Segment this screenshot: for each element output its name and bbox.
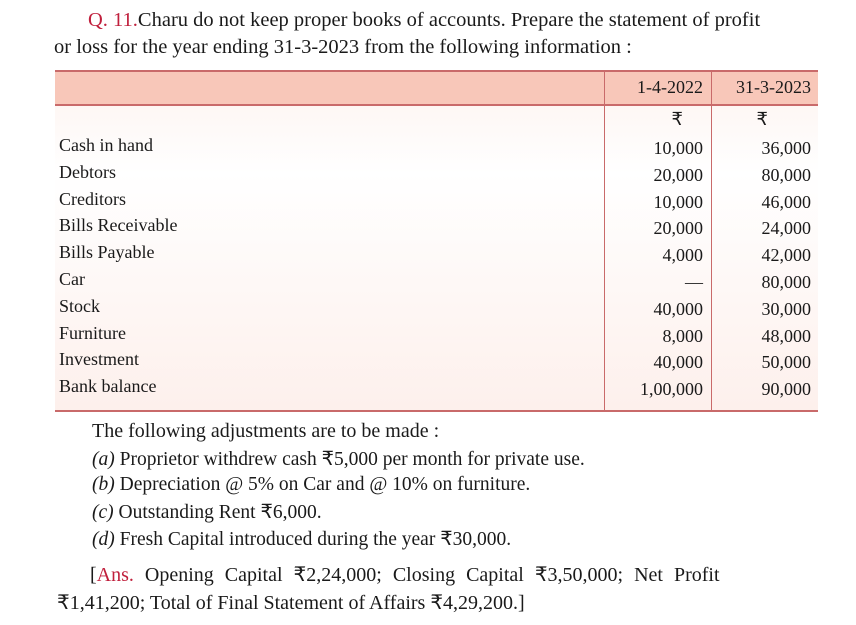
- opening-value: 10,000: [653, 191, 704, 212]
- adjustments-intro: The following adjustments are to be made…: [92, 420, 440, 442]
- answer-text-1: Opening Capital ₹2,24,000; Closing Capit…: [144, 564, 720, 586]
- column-divider: [711, 72, 712, 410]
- adjustment-text: Outstanding Rent ₹6,000.: [113, 502, 322, 523]
- adjustment-marker: (b): [92, 473, 115, 495]
- closing-value: 80,000: [761, 164, 812, 185]
- adjustment-item: (d) Fresh Capital introduced during the …: [92, 527, 511, 551]
- adjustment-item: (a) Proprietor withdrew cash ₹5,000 per …: [92, 447, 585, 471]
- row-label: Investment: [59, 349, 139, 370]
- row-label: Debtors: [59, 161, 116, 182]
- row-label: Stock: [59, 295, 101, 316]
- row-label: Bills Receivable: [59, 215, 178, 236]
- adjustment-item: (c) Outstanding Rent ₹6,000.: [92, 500, 322, 524]
- column-header-opening: 1-4-2022: [637, 77, 703, 97]
- opening-value: 40,000: [653, 352, 704, 373]
- row-label: Creditors: [59, 188, 126, 209]
- answer-line-2: ₹1,41,200; Total of Final Statement of A…: [57, 592, 525, 614]
- row-label: Bills Payable: [59, 242, 155, 263]
- row-label: Car: [59, 269, 85, 289]
- question-line-2: or loss for the year ending 31-3-2023 fr…: [54, 36, 632, 58]
- closing-value: 90,000: [761, 379, 812, 400]
- rupee-symbol: ₹: [756, 109, 768, 129]
- adjustment-text: Fresh Capital introduced during the year…: [114, 528, 512, 550]
- opening-value: 8,000: [662, 325, 704, 346]
- adjustment-marker: (c): [92, 502, 114, 523]
- closing-value: 42,000: [761, 245, 812, 266]
- closing-value: 24,000: [761, 218, 812, 239]
- row-label: Furniture: [59, 322, 126, 343]
- question-text-1: Charu do not keep proper books of accoun…: [137, 9, 761, 31]
- question-number: Q. 11.: [88, 9, 138, 31]
- row-label: Cash in hand: [59, 135, 153, 155]
- question-line-1: Q. 11.Charu do not keep proper books of …: [88, 9, 760, 32]
- adjustment-text: Depreciation @ 5% on Car and @ 10% on fu…: [114, 473, 531, 495]
- closing-value: 48,000: [761, 325, 812, 346]
- opening-value: 20,000: [653, 164, 704, 185]
- adjustment-marker: (a): [92, 449, 115, 470]
- opening-value: 1,00,000: [640, 379, 703, 400]
- opening-value: 10,000: [653, 138, 704, 158]
- data-table: 1-4-2022 31-3-2023 ₹ ₹ Cash in hand 10,00…: [55, 70, 818, 412]
- adjustment-item: (b) Depreciation @ 5% on Car and @ 10% o…: [92, 474, 530, 496]
- adjustment-text: Proprietor withdrew cash ₹5,000 per mont…: [114, 449, 585, 470]
- closing-value: 50,000: [761, 352, 812, 373]
- answer-line-1: [Ans. Opening Capital ₹2,24,000; Closing…: [90, 562, 720, 587]
- opening-value: 20,000: [653, 218, 704, 239]
- closing-value: 46,000: [761, 191, 812, 212]
- answer-label: Ans.: [96, 564, 134, 586]
- column-header-closing: 31-3-2023: [736, 77, 811, 97]
- rupee-symbol: ₹: [671, 109, 683, 129]
- table-header: 1-4-2022 31-3-2023: [55, 72, 818, 106]
- closing-value: 30,000: [761, 298, 812, 319]
- closing-value: 36,000: [761, 138, 812, 158]
- closing-value: 80,000: [761, 272, 812, 292]
- adjustment-marker: (d): [92, 528, 115, 550]
- answer-bracket: [: [90, 564, 97, 586]
- row-label: Bank balance: [59, 376, 157, 397]
- opening-value: —: [685, 272, 703, 292]
- opening-value: 4,000: [662, 245, 704, 266]
- column-divider: [604, 72, 605, 410]
- opening-value: 40,000: [653, 298, 704, 319]
